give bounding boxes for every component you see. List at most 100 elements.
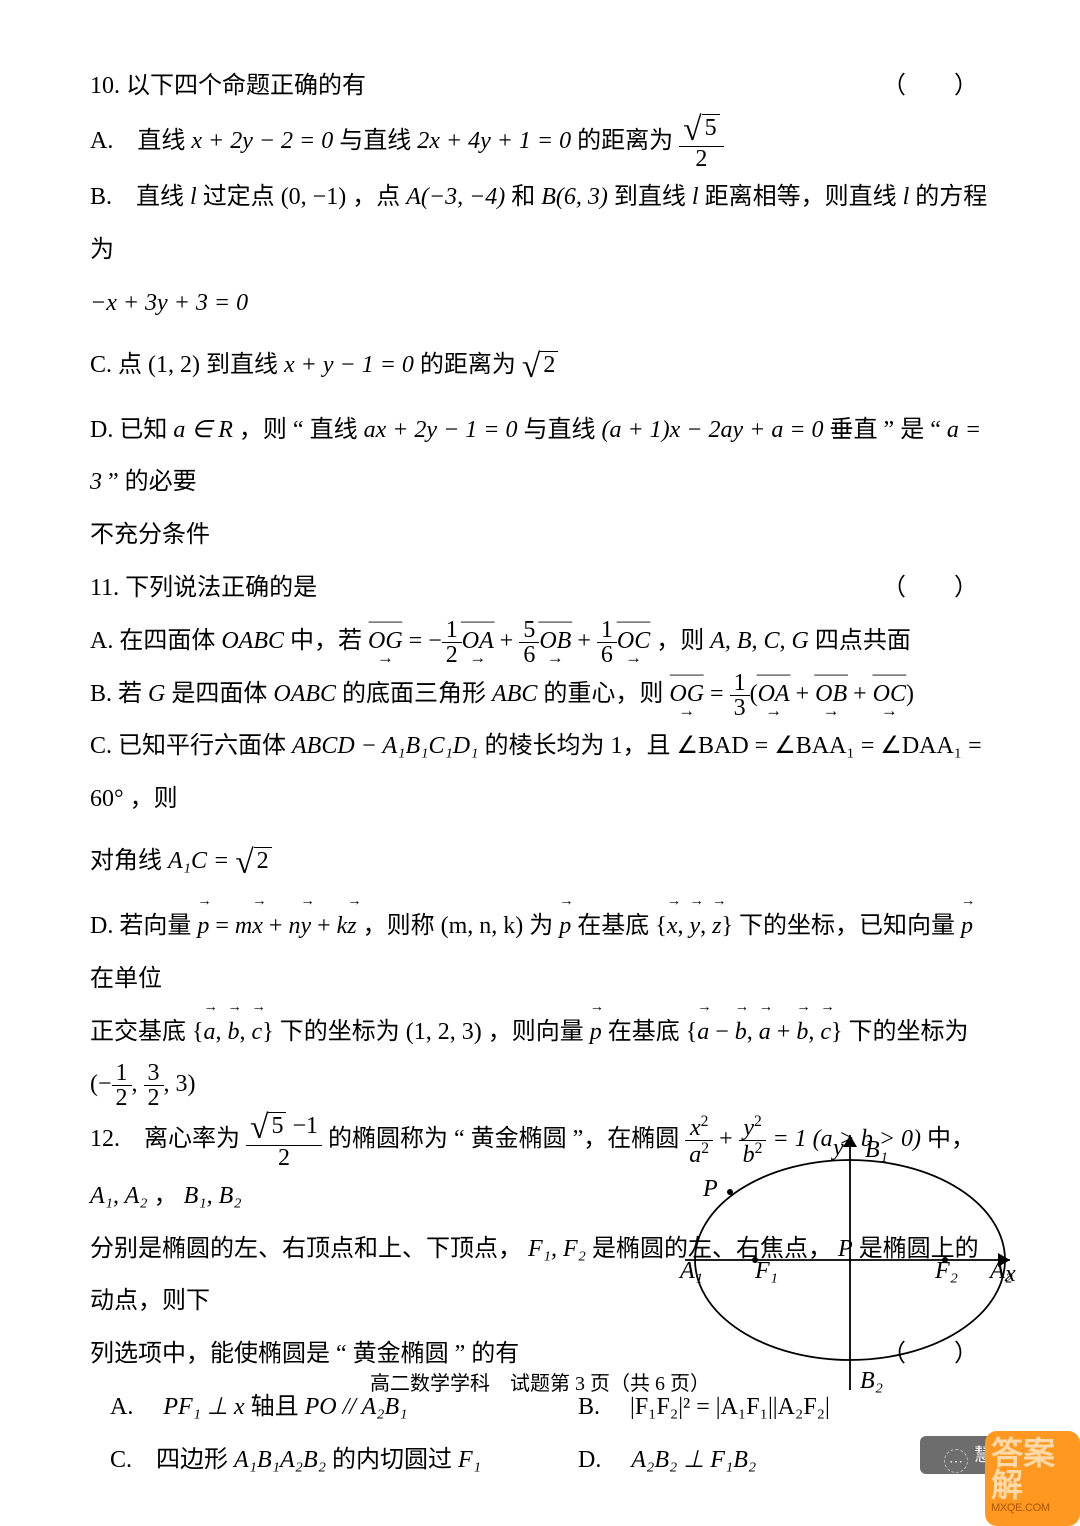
- math: (1, 2): [148, 352, 200, 378]
- math: F₁, F₂: [528, 1236, 586, 1262]
- math: A₁B₁A₂B₂: [234, 1447, 326, 1473]
- text: 和: [511, 184, 541, 210]
- text: A. 直线: [90, 128, 191, 154]
- text: 下的坐标为: [280, 1019, 406, 1045]
- denominator: 2: [679, 147, 723, 171]
- math: A(−3, −4): [406, 184, 505, 210]
- text: B. 直线: [90, 184, 190, 210]
- math: A, B, C, G: [710, 628, 809, 654]
- text: ，点: [352, 184, 406, 210]
- math: A₂B₂ ⊥ F₁B₂: [631, 1447, 756, 1473]
- math: ax + 2y − 1 = 0: [364, 417, 518, 443]
- q11-paren: （ ）: [882, 562, 990, 615]
- label-f1: F₁: [755, 1245, 778, 1298]
- math: l: [692, 184, 699, 210]
- math: l: [903, 184, 910, 210]
- text: C. 点: [90, 352, 148, 378]
- text: 到直线: [206, 352, 284, 378]
- label-y: y: [833, 1122, 844, 1175]
- q12-options-row2: C. 四边形 A₁B₁A₂B₂ 的内切圆过 F₁ D. A₂B₂ ⊥ F₁B₂: [90, 1434, 990, 1487]
- text: 12. 离心率为: [90, 1126, 246, 1152]
- q10-option-c: C. 点 (1, 2) 到直线 x + y − 1 = 0 的距离为 √2: [90, 330, 990, 404]
- math: (a + 1)x − 2ay + a = 0: [601, 417, 823, 443]
- text: 在单位: [90, 966, 162, 992]
- math: a ∈ R: [173, 417, 233, 443]
- math: B₁, B₂: [184, 1183, 242, 1209]
- text: C. 四边形: [110, 1447, 234, 1473]
- q10-paren: （ ）: [882, 60, 990, 113]
- text: C. 已知平行六面体: [90, 733, 292, 759]
- text: 的椭圆称为 “ 黄金椭圆 ”，在椭圆: [328, 1126, 685, 1152]
- text: (−: [90, 1071, 112, 1097]
- text: 的棱长均为 1，且: [484, 733, 676, 759]
- label-a1: A₁: [680, 1245, 703, 1298]
- math: A₁C =: [168, 848, 235, 874]
- q10-option-a: A. 直线 x + 2y − 2 = 0 与直线 2x + 4y + 1 = 0…: [90, 113, 990, 172]
- q10-title: 10. 以下四个命题正确的有: [90, 60, 366, 113]
- label-f2: F₂: [935, 1245, 958, 1298]
- radicand: 2: [540, 351, 558, 378]
- math: G: [148, 681, 165, 707]
- watermark-url: MXQE.COM: [991, 1503, 1074, 1514]
- wifi-icon: ⋯: [944, 1449, 968, 1473]
- text: 与直线: [523, 417, 601, 443]
- text: 对角线: [90, 848, 168, 874]
- watermark-ans-text: 答案: [991, 1435, 1055, 1471]
- text: 中，若: [290, 628, 368, 654]
- text: 的内切圆过: [332, 1447, 458, 1473]
- math: −x + 3y + 3 = 0: [90, 290, 248, 316]
- text: ，: [154, 1183, 178, 1209]
- watermark: ⋯慧博高中 答案 解 MXQE.COM: [920, 1431, 1080, 1526]
- text: , 3): [164, 1071, 196, 1097]
- text: 在基底: [577, 913, 655, 939]
- watermark-ans-text2: 解: [991, 1467, 1023, 1503]
- text: 在基底: [608, 1019, 686, 1045]
- text: 距离相等，则直线: [705, 184, 903, 210]
- q10-option-b: B. 直线 l 过定点 (0, −1) ，点 A(−3, −4) 和 B(6, …: [90, 171, 990, 277]
- watermark-ans: 答案 解 MXQE.COM: [985, 1431, 1080, 1526]
- text: D.: [578, 1447, 625, 1473]
- q10-option-b-line2: −x + 3y + 3 = 0: [90, 277, 990, 330]
- text: 与直线: [339, 128, 417, 154]
- q11-option-d: D. 若向量 p = mx + ny + kz ，则称 (m, n, k) 为 …: [90, 900, 990, 1006]
- math: x + y − 1 = 0: [284, 352, 414, 378]
- text: ，则 “ 直线: [239, 417, 364, 443]
- fraction: √5 −1 2: [246, 1111, 322, 1170]
- math: 2x + 4y + 1 = 0: [417, 128, 571, 154]
- text: D. 已知: [90, 417, 173, 443]
- sqrt: √2: [522, 330, 558, 404]
- text: 垂直 ” 是 “: [830, 417, 947, 443]
- q11-option-d-line2: 正交基底 {a, b, c} 下的坐标为 (1, 2, 3) ，则向量 p 在基…: [90, 1006, 990, 1112]
- text: 下的坐标，已知向量: [739, 913, 961, 939]
- text: ，则: [130, 786, 178, 812]
- text: B. 若: [90, 681, 148, 707]
- q11-title: 11. 下列说法正确的是: [90, 562, 317, 615]
- math: B(6, 3): [541, 184, 608, 210]
- math: ABC: [492, 681, 537, 707]
- text: ” 的必要: [108, 469, 197, 495]
- math: ABCD − A₁B₁C₁D₁: [292, 733, 478, 759]
- text: 分别是椭圆的左、右顶点和上、下顶点，: [90, 1236, 522, 1262]
- q10-option-d: D. 已知 a ∈ R ，则 “ 直线 ax + 2y − 1 = 0 与直线 …: [90, 404, 990, 510]
- q12-option-d: D. A₂B₂ ⊥ F₁B₂: [578, 1434, 756, 1487]
- text: 四点共面: [815, 628, 911, 654]
- math: A₁, A₂: [90, 1183, 148, 1209]
- label-p: P: [703, 1163, 718, 1216]
- q10-option-d-line2: 不充分条件: [90, 509, 990, 562]
- fraction: √5 2: [679, 113, 723, 172]
- math: x + 2y − 2 = 0: [191, 128, 333, 154]
- label-x: x: [1005, 1248, 1016, 1301]
- text: ，则向量: [488, 1019, 590, 1045]
- label-b1: B₁: [865, 1124, 888, 1177]
- ellipse-figure: A₁ A₂ B₁ B₂ F₁ F₂ P x y: [685, 1130, 1015, 1390]
- text: 正交基底: [90, 1019, 192, 1045]
- math: (m, n, k): [441, 913, 524, 939]
- text: ，则: [656, 628, 710, 654]
- text: D. 若向量: [90, 913, 197, 939]
- math: (0, −1): [281, 184, 347, 210]
- text: 过定点: [203, 184, 281, 210]
- text: 到直线: [614, 184, 692, 210]
- q11-option-a: A. 在四面体 OABC 中，若 ——→OG = −12——→OA + 56——…: [90, 615, 990, 668]
- math: OABC: [221, 628, 284, 654]
- q12-option-c: C. 四边形 A₁B₁A₂B₂ 的内切圆过 F₁: [90, 1434, 578, 1487]
